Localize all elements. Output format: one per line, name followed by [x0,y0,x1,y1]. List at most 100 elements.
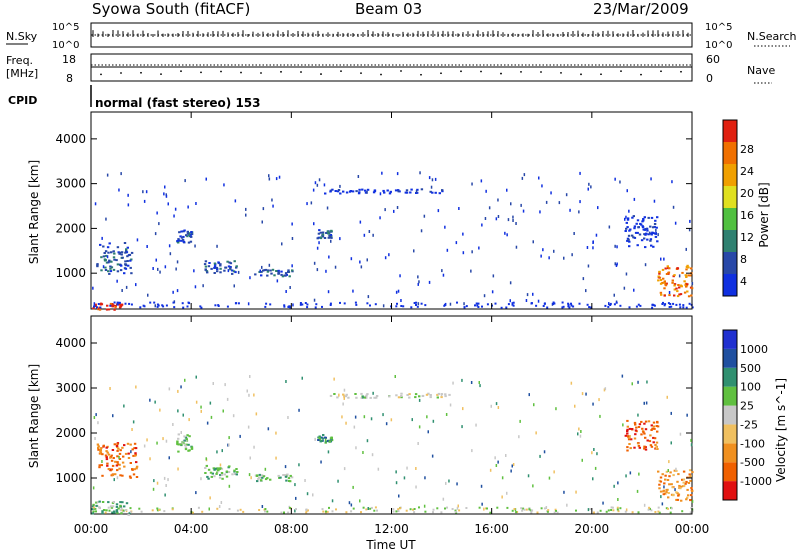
nave-dip [420,73,422,76]
echo-pixel [316,246,319,250]
echo-pixel [108,242,111,245]
echo-pixel [112,268,116,271]
echo-pixel [103,252,106,254]
echo-pixel [616,506,619,509]
echo-pixel [294,483,296,487]
echo-pixel [454,510,457,513]
echo-pixel [258,473,261,476]
echo-pixel [665,273,669,275]
echo-pixel [264,305,267,308]
echo-pixel [100,303,104,306]
echo-pixel [362,506,365,509]
echo-pixel [671,180,673,184]
echo-pixel [568,306,571,309]
echo-pixel [260,479,263,482]
echo-pixel [113,443,116,446]
echo-pixel [116,301,119,304]
echo-pixel [449,403,452,407]
echo-pixel [686,283,689,286]
echo-pixel [671,279,674,282]
echo-pixel [280,273,283,276]
echo-pixel [649,238,653,241]
echo-pixel [372,191,376,194]
echo-pixel [664,303,667,306]
echo-pixel [676,290,679,293]
echo-pixel [264,478,268,481]
echo-pixel [438,192,441,195]
echo-pixel [268,174,270,178]
echo-pixel [106,451,109,454]
colorbar-tick-label: -1000 [740,475,772,488]
echo-pixel [185,234,188,237]
echo-pixel [555,407,557,411]
echo-pixel [365,394,368,397]
echo-pixel [109,302,113,305]
echo-pixel [414,393,418,396]
echo-pixel [577,432,579,436]
echo-pixel [98,308,102,311]
echo-pixel [478,506,481,509]
echo-pixel [566,503,568,507]
echo-pixel [462,232,464,236]
echo-pixel [223,183,225,187]
echo-pixel [477,302,480,305]
echo-pixel [108,259,111,262]
echo-pixel [642,219,645,222]
echo-pixel [563,256,565,260]
echo-pixel [617,481,619,485]
echo-pixel [637,444,641,447]
echo-pixel [629,435,631,438]
echo-pixel [327,290,330,294]
echo-pixel [333,393,336,395]
echo-pixel [632,236,635,239]
echo-pixel [98,464,101,467]
echo-pixel [227,471,231,473]
echo-pixel [116,511,119,514]
echo-pixel [109,265,112,268]
echo-pixel [625,227,628,230]
echo-pixel [677,284,680,286]
echo-pixel [363,396,366,399]
echo-pixel [395,305,398,308]
echo-pixel [188,232,191,235]
echo-pixel [158,222,160,226]
echo-pixel [316,183,319,187]
echo-pixel [146,438,148,442]
echo-pixel [127,513,130,516]
echo-pixel [462,407,464,411]
echo-pixel [615,301,618,304]
echo-pixel [633,288,635,292]
echo-pixel [678,303,681,306]
echo-pixel [125,251,129,254]
echo-pixel [216,270,219,273]
echo-pixel [235,468,238,470]
echo-pixel [573,232,575,235]
echo-pixel [675,491,678,494]
echo-pixel [118,452,122,455]
echo-pixel [643,445,646,448]
echo-pixel [171,508,174,511]
echo-pixel [520,203,522,207]
echo-pixel [511,509,514,512]
echo-pixel [104,250,108,253]
colorbar-segment [723,462,737,482]
echo-pixel [612,509,615,512]
echo-pixel [398,494,400,498]
echo-pixel [594,466,597,470]
echo-pixel [444,395,447,398]
echo-pixel [344,395,347,398]
echo-pixel [530,511,533,514]
echo-pixel [133,442,137,445]
echo-pixel [204,467,207,469]
echo-pixel [189,240,193,243]
echo-pixel [461,378,463,382]
echo-pixel [331,499,334,503]
echo-pixel [650,216,654,219]
echo-pixel [570,302,572,305]
echo-pixel [658,272,661,275]
echo-pixel [536,511,539,514]
nave-tick-top: 60 [706,53,720,66]
echo-pixel [116,279,118,283]
echo-pixel [96,443,100,446]
